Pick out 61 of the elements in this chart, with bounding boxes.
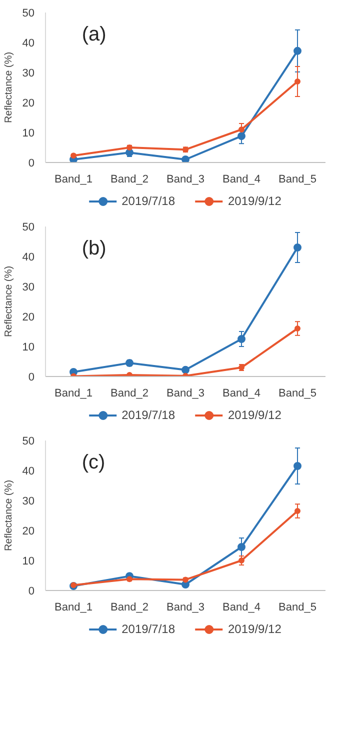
- x-tick-label: Band_2: [110, 602, 148, 614]
- point: [294, 78, 300, 84]
- y-tick-label: 40: [22, 466, 35, 478]
- y-tick-label: 50: [22, 222, 35, 234]
- point: [182, 366, 190, 374]
- y-axis-title: Reflectance (%): [3, 266, 14, 338]
- point: [182, 576, 188, 583]
- point: [238, 126, 244, 132]
- x-tick-label: Band_4: [222, 174, 260, 186]
- x-tick-label: Band_1: [54, 388, 92, 400]
- y-tick-label: 10: [22, 556, 35, 568]
- point: [238, 543, 246, 551]
- legend-label: 2019/9/12: [228, 408, 282, 422]
- point: [294, 326, 300, 332]
- y-tick-label: 30: [22, 496, 35, 508]
- point: [294, 462, 302, 470]
- y-axis-title: Reflectance (%): [3, 480, 14, 552]
- y-tick-label: 20: [22, 526, 35, 538]
- x-tick-label: Band_4: [222, 602, 260, 614]
- x-tick-label: Band_3: [166, 174, 204, 186]
- x-tick-label: Band_1: [54, 602, 92, 614]
- point: [238, 132, 246, 140]
- y-tick-label: 40: [22, 252, 35, 264]
- y-tick-label: 10: [22, 128, 35, 140]
- y-tick-label: 30: [22, 68, 35, 80]
- x-tick-label: Band_4: [222, 388, 260, 400]
- y-tick-label: 40: [22, 38, 35, 50]
- point: [238, 558, 244, 564]
- x-tick-label: Band_5: [278, 388, 316, 400]
- y-tick-label: 20: [22, 312, 35, 324]
- point: [238, 335, 246, 343]
- legend-label: 2019/9/12: [228, 622, 282, 636]
- annotation: (b): [82, 238, 106, 260]
- point: [126, 576, 132, 582]
- y-tick-label: 0: [28, 158, 35, 170]
- point: [126, 359, 134, 367]
- y-tick-label: 0: [28, 372, 35, 384]
- annotation: (c): [82, 452, 106, 474]
- legend-label: 2019/9/12: [228, 194, 282, 208]
- x-tick-label: Band_2: [110, 174, 148, 186]
- x-tick-label: Band_5: [278, 602, 316, 614]
- x-tick-label: Band_5: [278, 174, 316, 186]
- y-tick-label: 50: [22, 436, 35, 448]
- y-tick-label: 0: [28, 586, 35, 598]
- point: [182, 156, 190, 162]
- y-tick-label: 20: [22, 98, 35, 110]
- point: [294, 244, 302, 252]
- x-tick-label: Band_2: [110, 388, 148, 400]
- x-tick-label: Band_3: [166, 388, 204, 400]
- y-tick-label: 50: [22, 8, 35, 20]
- point: [294, 46, 302, 55]
- legend-label: 2019/7/18: [122, 622, 175, 636]
- x-tick-label: Band_1: [54, 174, 92, 186]
- legend-label: 2019/7/18: [122, 408, 175, 422]
- x-tick-label: Band_3: [166, 602, 204, 614]
- y-tick-label: 30: [22, 282, 35, 294]
- y-tick-label: 10: [22, 342, 35, 354]
- point: [294, 508, 300, 514]
- legend-label: 2019/7/18: [122, 194, 175, 208]
- y-axis-title: Reflectance (%): [3, 52, 14, 124]
- annotation: (a): [82, 24, 106, 46]
